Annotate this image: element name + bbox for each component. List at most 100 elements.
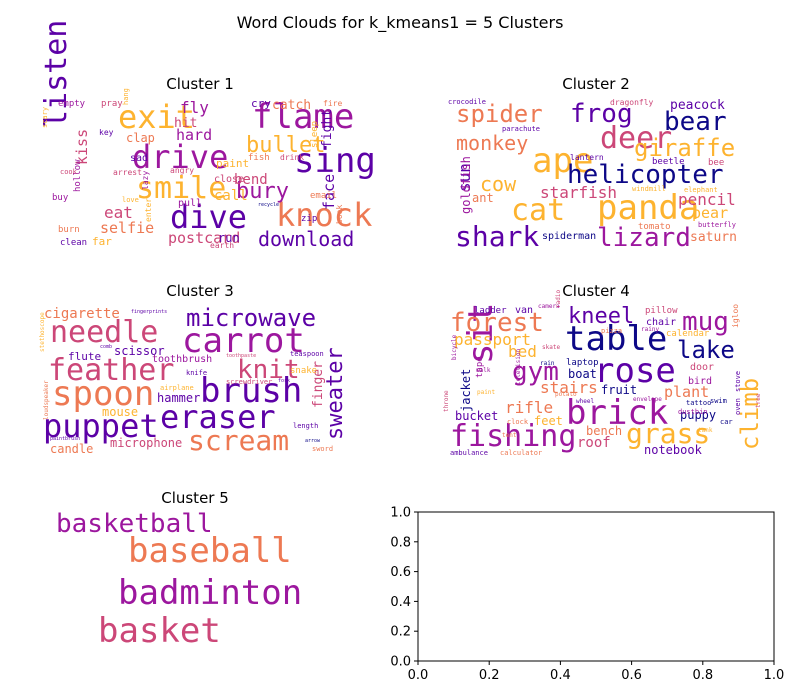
word-calendar: calendar <box>666 329 710 339</box>
word-puppet: puppet <box>43 407 159 445</box>
word-baseball: baseball <box>128 531 292 571</box>
word-badminton: badminton <box>118 573 302 613</box>
word-scissor: scissor <box>114 344 165 358</box>
word-parachute: parachute <box>502 125 540 133</box>
word-listen: listen <box>39 20 74 128</box>
word-knit: knit <box>237 355 300 385</box>
x-tick-label: 0.4 <box>550 668 571 683</box>
word-burn: burn <box>58 225 80 235</box>
word-butterfly: butterfly <box>698 221 736 229</box>
y-tick-label: 0.8 <box>390 535 411 550</box>
cluster-2-title: Cluster 2 <box>562 75 630 93</box>
word-loudspeaker: loudspeaker <box>43 380 50 420</box>
word-fruit: fruit <box>601 383 637 397</box>
word-bend: bend <box>234 172 268 188</box>
word-eraser: eraser <box>160 398 276 436</box>
word-drive: drive <box>132 138 228 176</box>
word-airplane: airplane <box>160 384 194 392</box>
word-beetle: beetle <box>652 157 685 167</box>
word-jacket: jacket <box>459 369 473 412</box>
word-mouse: mouse <box>102 405 138 419</box>
word-clean: clean <box>60 238 87 248</box>
word-fish: fish <box>248 153 270 163</box>
word-toothbrush: toothbrush <box>152 354 212 365</box>
word-enter: enter <box>144 198 153 222</box>
word-fight: fight <box>320 109 335 148</box>
word-bed: bed <box>508 342 537 361</box>
word-carrot: carrot <box>182 321 305 361</box>
word-knock: knock <box>276 196 372 234</box>
word-empty: empty <box>58 99 86 109</box>
word-love: love <box>122 196 139 204</box>
word-sit: sit <box>461 303 501 364</box>
word-key: key <box>99 128 114 137</box>
word-puppy: puppy <box>680 408 716 422</box>
word-walk: walk <box>476 367 491 374</box>
word-fire: fire <box>323 99 342 108</box>
word-smile: smile <box>136 171 226 206</box>
word-lake: lake <box>677 336 735 364</box>
word-paint: paint <box>216 157 249 170</box>
y-tick-label: 0.6 <box>390 565 411 580</box>
word-van: van <box>515 305 533 316</box>
word-far: far <box>92 235 112 248</box>
word-cat: cat <box>511 193 565 228</box>
cluster-4-title: Cluster 4 <box>562 282 630 300</box>
word-toothpaste: toothpaste <box>226 353 256 359</box>
word-run: run <box>218 231 240 245</box>
word-stove: stove <box>734 371 742 392</box>
word-climb: climb <box>736 378 764 450</box>
word-needle: needle <box>50 315 158 350</box>
word-forest: forest <box>450 308 544 338</box>
word-hit: hit <box>174 116 197 131</box>
x-axis: 0.0 0.2 0.4 0.6 0.8 1.0 <box>408 661 784 683</box>
word-bucket: bucket <box>455 409 498 423</box>
word-laptop: laptop <box>566 358 599 368</box>
word-earth: earth <box>210 241 234 250</box>
word-buy: buy <box>52 193 69 203</box>
figure-title: Word Clouds for k_kmeans1 = 5 Clusters <box>237 13 564 33</box>
y-axis: 0.0 0.2 0.4 0.6 0.8 1.0 <box>390 506 418 670</box>
word-sun: sun <box>455 163 474 192</box>
word-cry: cry <box>251 97 271 110</box>
word-exit: exit <box>118 98 195 136</box>
word-pray: pray <box>101 99 123 109</box>
word-bullet: bullet <box>246 133 325 158</box>
word-drink: drink <box>280 153 304 162</box>
word-clock: clock <box>507 418 529 426</box>
cluster-3-title: Cluster 3 <box>166 282 234 300</box>
word-bear: bear <box>664 107 727 137</box>
cluster-1-title: Cluster 1 <box>166 75 234 93</box>
word-eat: eat <box>104 203 133 222</box>
word-spiderman: spiderman <box>542 231 596 242</box>
word-paint: paint <box>477 389 495 396</box>
word-cigarette: cigarette <box>44 306 120 322</box>
word-fork: fork <box>278 378 290 384</box>
word-boat: boat <box>568 367 597 381</box>
word-flute: flute <box>68 350 101 363</box>
word-ape: ape <box>532 141 593 181</box>
word-teaspoon: teaspoon <box>290 350 324 358</box>
word-radio: radio <box>555 290 562 308</box>
word-brick: brick <box>566 393 668 433</box>
word-saturn: saturn <box>690 230 737 245</box>
word-arrow: arrow <box>305 438 321 444</box>
word-clap: clap <box>126 131 155 145</box>
word-helicopter: helicopter <box>567 160 724 190</box>
word-door: door <box>690 362 714 373</box>
word-hang: hang <box>122 88 130 105</box>
word-stethoscope: stethoscope <box>39 312 46 352</box>
word-scream: scream <box>188 424 289 457</box>
word-lizard: lizard <box>597 223 691 253</box>
word-kneel: kneel <box>568 304 634 329</box>
word-sword: sword <box>312 445 333 453</box>
word-bird: bird <box>688 376 712 387</box>
word-length: length <box>293 422 318 430</box>
word-throne: throne <box>443 390 450 412</box>
word-pear: pear <box>692 204 728 222</box>
word-tent: tent <box>502 432 517 439</box>
word-calculator: calculator <box>500 449 542 457</box>
word-comb: comb <box>100 344 112 350</box>
